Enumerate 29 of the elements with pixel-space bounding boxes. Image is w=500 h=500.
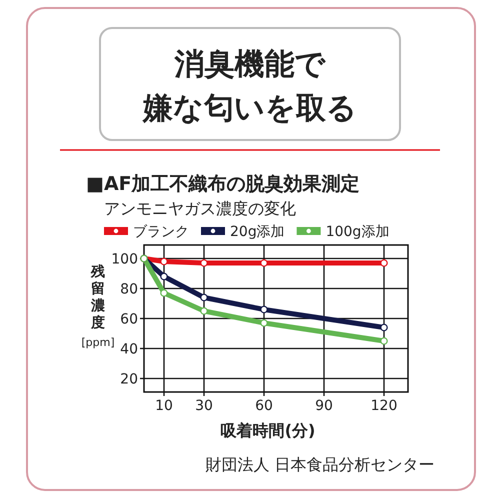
y-tick-label: 80	[120, 282, 138, 298]
y-tick-label: 40	[120, 342, 138, 358]
point	[380, 324, 388, 332]
chart-title: 消臭機能で嫌な匂いを取る	[142, 47, 357, 126]
point	[160, 272, 168, 280]
x-axis-title: 吸着時間(分)	[220, 421, 316, 440]
point	[260, 306, 268, 314]
text: 財団法人 日本食品分析センター	[205, 455, 435, 474]
point	[380, 337, 388, 345]
x-tick-label: 60	[255, 398, 273, 414]
chart-subtitle: ■AF加工不織布の脱臭効果測定	[86, 173, 360, 195]
point	[260, 319, 268, 327]
x-tick-label: 30	[195, 398, 213, 414]
point	[380, 259, 388, 267]
text: アンモニヤガス濃度の変化	[104, 199, 296, 218]
point	[160, 258, 168, 266]
point	[160, 289, 168, 297]
legend-label: ブランク	[133, 224, 189, 240]
legend-label: 100g添加	[326, 224, 390, 240]
y-tick-label: 60	[120, 312, 138, 328]
x-tick-label: 10	[155, 398, 173, 414]
x-tick-label: 120	[370, 398, 398, 414]
point	[260, 259, 268, 267]
point	[200, 294, 208, 302]
point	[200, 259, 208, 267]
point	[200, 307, 208, 315]
legend-label: 20g添加	[230, 224, 285, 240]
y-tick-label: 20	[120, 372, 138, 388]
x-tick-label: 90	[315, 398, 333, 414]
